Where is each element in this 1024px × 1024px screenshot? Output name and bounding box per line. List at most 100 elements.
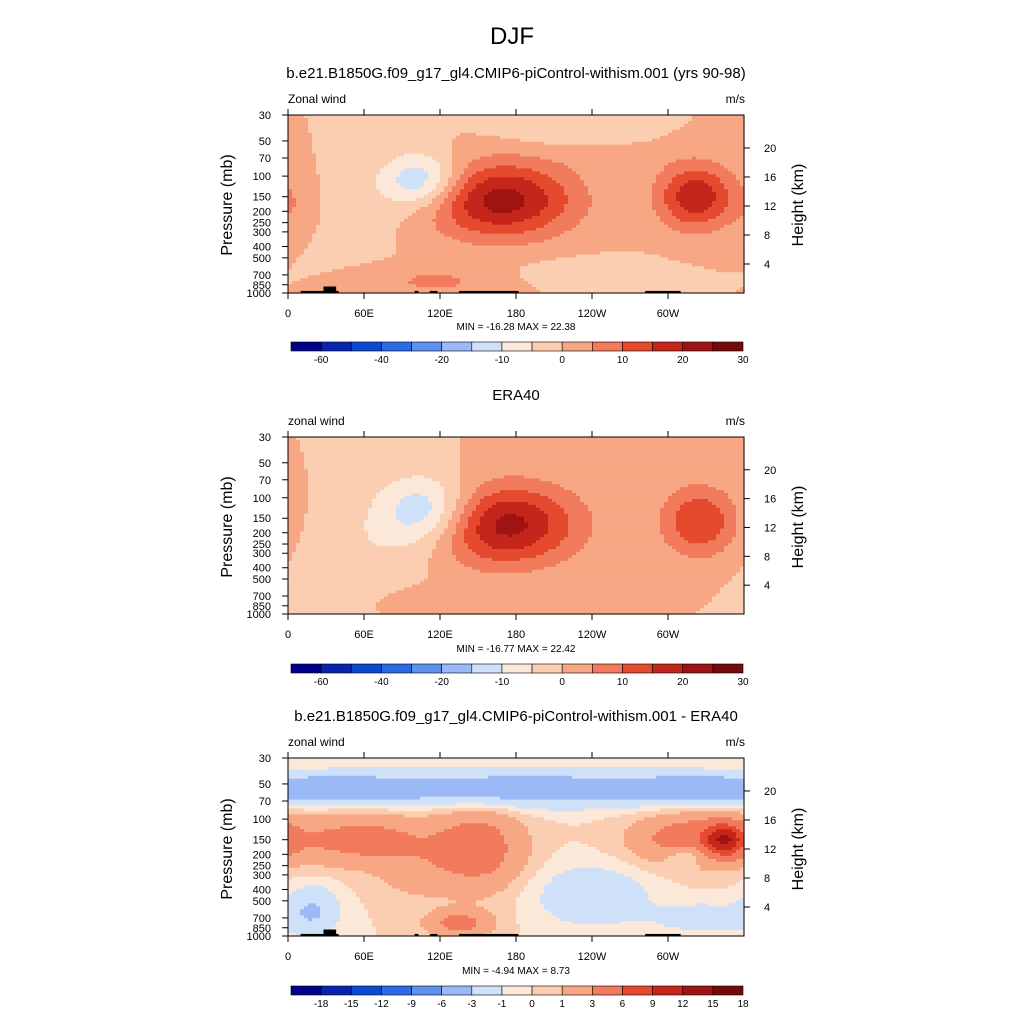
contour-cell <box>332 138 337 143</box>
contour-cell <box>412 138 417 143</box>
units-label: m/s <box>726 92 745 106</box>
contour-cell <box>676 135 681 140</box>
contour-cell <box>400 115 405 119</box>
contour-cell <box>652 132 657 137</box>
contour-cell <box>608 129 613 134</box>
contour-cell <box>496 135 501 140</box>
contour-cell <box>660 138 665 143</box>
contour-cell <box>600 123 605 128</box>
contour-cell <box>440 138 445 143</box>
contour-cell <box>356 141 361 146</box>
contour-cell <box>440 126 445 131</box>
contour-cell <box>432 120 437 125</box>
contour-cell <box>468 115 473 119</box>
contour-cell <box>364 120 369 125</box>
contour-cell <box>672 123 677 128</box>
contour-cell <box>452 132 457 137</box>
contour-cell <box>384 141 389 146</box>
contour-cell <box>412 120 417 125</box>
contour-cell <box>416 117 421 122</box>
contour-cell <box>592 135 597 140</box>
contour-cell <box>600 129 605 134</box>
contour-cell <box>400 123 405 128</box>
contour-cell <box>312 144 317 149</box>
contour-cell <box>448 117 453 122</box>
contour-cell <box>380 135 385 140</box>
contour-cell <box>404 126 409 131</box>
contour-cell <box>420 126 425 131</box>
contour-cell <box>344 135 349 140</box>
contour-cell <box>380 126 385 131</box>
contour-cell <box>344 138 349 143</box>
contour-cell <box>592 126 597 131</box>
contour-cell <box>392 138 397 143</box>
contour-cell <box>536 123 541 128</box>
contour-cell <box>688 129 693 134</box>
contour-cell <box>572 132 577 137</box>
contour-cell <box>292 120 297 125</box>
contour-cell <box>516 132 521 137</box>
contour-cell <box>524 120 529 125</box>
contour-cell <box>672 138 677 143</box>
contour-cell <box>624 117 629 122</box>
contour-cell <box>544 138 549 143</box>
contour-cell <box>736 123 741 128</box>
contour-cell <box>520 123 525 128</box>
contour-cell <box>580 123 585 128</box>
contour-cell <box>468 126 473 131</box>
contour-cell <box>668 126 673 131</box>
contour-cell <box>720 126 725 131</box>
contour-cell <box>480 129 485 134</box>
contour-cell <box>732 115 737 119</box>
contour-cell <box>444 129 449 134</box>
contour-cell <box>352 120 357 125</box>
contour-cell <box>620 115 625 119</box>
contour-cell <box>372 129 377 134</box>
contour-cell <box>740 129 745 134</box>
contour-cell <box>680 141 685 146</box>
contour-cell <box>740 141 745 146</box>
contour-cell <box>520 117 525 122</box>
contour-cell <box>412 132 417 137</box>
contour-cell <box>620 141 625 146</box>
contour-cell <box>504 135 509 140</box>
contour-cell <box>396 123 401 128</box>
contour-cell <box>728 126 733 131</box>
contour-cell <box>476 126 481 131</box>
contour-cell <box>300 135 305 140</box>
contour-cell <box>604 141 609 146</box>
contour-cell <box>728 132 733 137</box>
contour-cell <box>380 117 385 122</box>
contour-cell <box>696 120 701 125</box>
contour-cell <box>416 135 421 140</box>
contour-cell <box>712 135 717 140</box>
contour-cell <box>716 135 721 140</box>
contour-cell <box>356 135 361 140</box>
contour-cell <box>632 129 637 134</box>
contour-cell <box>416 141 421 146</box>
contour-cell <box>604 135 609 140</box>
contour-cell <box>408 120 413 125</box>
contour-cell <box>308 123 313 128</box>
contour-cell <box>552 141 557 146</box>
contour-cell <box>576 129 581 134</box>
contour-cell <box>640 126 645 131</box>
contour-cell <box>288 141 293 146</box>
contour-cell <box>660 123 665 128</box>
contour-cell <box>424 126 429 131</box>
contour-cell <box>424 135 429 140</box>
contour-cell <box>728 120 733 125</box>
contour-cell <box>680 129 685 134</box>
contour-cell <box>700 141 705 146</box>
contour-cell <box>540 129 545 134</box>
contour-cell <box>420 117 425 122</box>
contour-cell <box>464 120 469 125</box>
contour-cell <box>616 129 621 134</box>
contour-cell <box>328 126 333 131</box>
contour-cell <box>500 126 505 131</box>
contour-cell <box>532 129 537 134</box>
contour-cell <box>288 120 293 125</box>
contour-cell <box>608 141 613 146</box>
contour-cell <box>324 117 329 122</box>
contour-cell <box>500 144 505 149</box>
